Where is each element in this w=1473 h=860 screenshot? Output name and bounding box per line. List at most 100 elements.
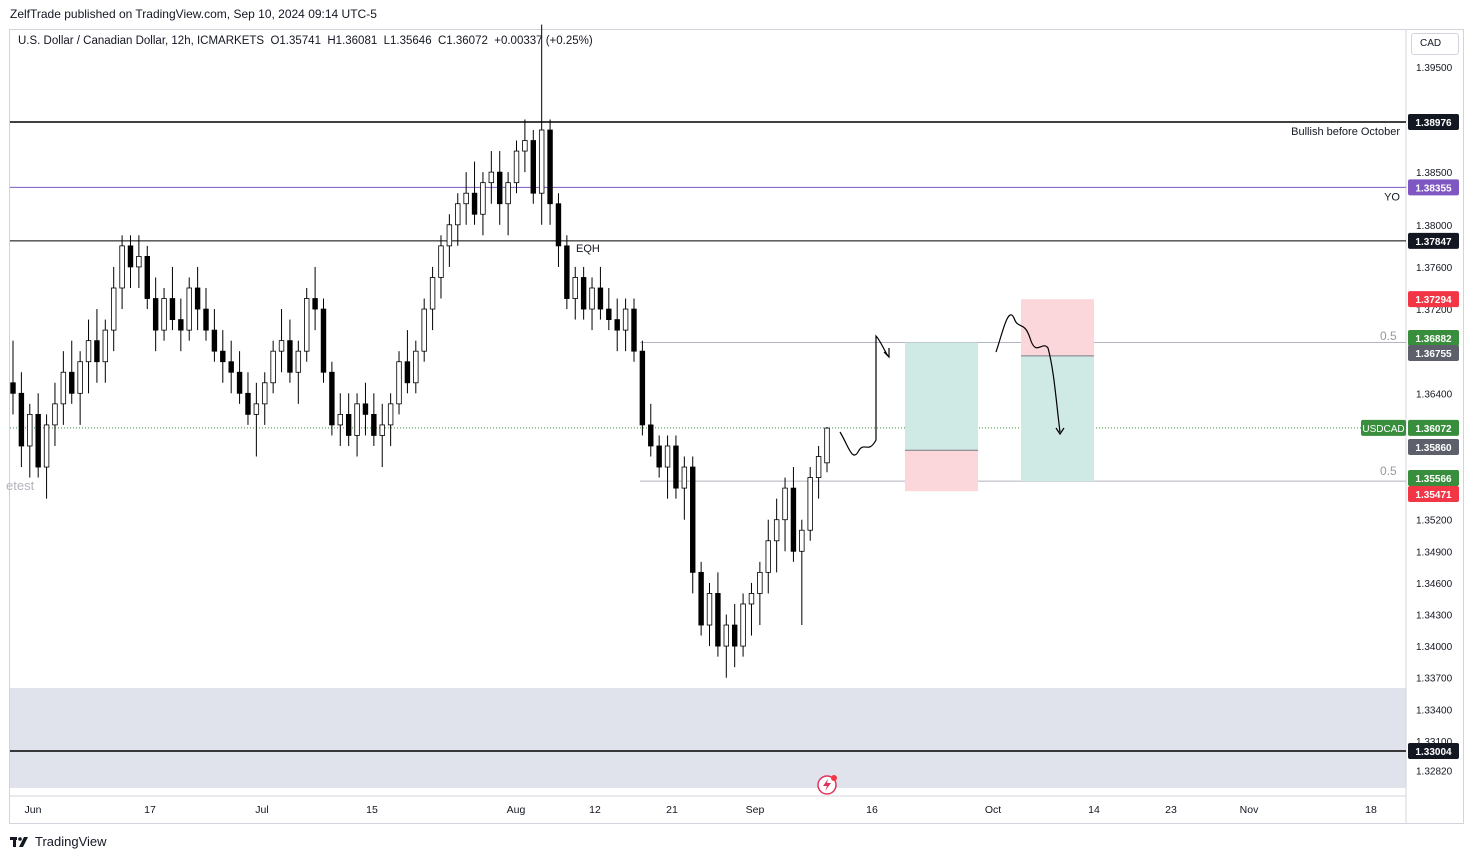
price-tags: 1.38976 1.38355 1.37847 1.37294 1.36882 1.367… — [1361, 114, 1459, 759]
candle-body — [178, 319, 184, 331]
price-tick-label: 1.35200 — [1416, 516, 1453, 527]
candle-body — [505, 182, 511, 205]
candle-body — [438, 245, 444, 278]
tradingview-icon — [10, 836, 28, 847]
price-tag-value: 1.35860 — [1415, 443, 1452, 454]
position-tools[interactable] — [905, 299, 1094, 492]
candle-body — [807, 477, 813, 531]
candle-body — [10, 382, 16, 394]
price-tick-label: 1.32820 — [1416, 766, 1453, 777]
candle-body — [211, 329, 218, 352]
price-tick-label: 1.34000 — [1416, 642, 1453, 653]
candle-body — [295, 350, 302, 373]
candle-body — [731, 624, 738, 647]
time-tick-label: Nov — [1240, 804, 1259, 816]
candle-body — [52, 403, 58, 426]
price-tag-value: 1.35471 — [1415, 490, 1452, 501]
candle-body — [664, 445, 671, 468]
candle-body — [203, 308, 209, 331]
time-axis-ticks: Jun 17 Jul 15 Aug 12 21 Sep 16 Oct 14 23 Nov 18 — [25, 804, 1377, 816]
time-tick-label: 21 — [666, 804, 678, 816]
candle-body — [35, 413, 41, 468]
candle-body — [681, 466, 688, 489]
candle-body — [463, 192, 469, 205]
time-tick-label: Jul — [255, 804, 268, 816]
symbol-tag-label: USDCAD — [1362, 424, 1404, 435]
candle-body — [77, 361, 83, 394]
price-tick-label: 1.34300 — [1416, 610, 1453, 621]
price-tag — [1408, 114, 1459, 130]
candle-body — [236, 371, 243, 394]
candle-body — [43, 424, 50, 468]
candle-body — [782, 487, 788, 521]
price-tag — [1408, 179, 1459, 196]
candle-body — [337, 413, 343, 426]
time-tick-label: 17 — [144, 804, 156, 816]
candle-body — [27, 413, 33, 447]
long-target-zone — [905, 342, 978, 451]
candle-body — [538, 129, 545, 194]
candle-body — [471, 192, 478, 215]
candle-body — [446, 224, 453, 247]
candle-body — [110, 287, 117, 331]
price-tag — [1408, 439, 1459, 455]
candle-body — [564, 245, 570, 299]
candle-body — [673, 445, 679, 489]
price-tag — [1408, 345, 1459, 361]
price-tick-label: 1.39500 — [1416, 63, 1453, 74]
price-tag-value: 1.36755 — [1415, 349, 1452, 360]
candle-body — [790, 487, 797, 552]
candle-body — [312, 298, 318, 310]
candle-body — [555, 203, 562, 247]
candles — [10, 24, 830, 678]
short-stop-zone — [1021, 299, 1094, 356]
time-tick-label: 15 — [366, 804, 378, 816]
candle-body — [639, 350, 646, 426]
candle-body — [228, 361, 234, 373]
candle-body — [413, 350, 419, 384]
price-tag-value: 1.38976 — [1415, 118, 1452, 129]
price-axis-ticks: 1.39500 1.38500 1.38000 1.37600 1.37200 1.364… — [1416, 63, 1453, 778]
candle-body — [387, 403, 394, 426]
price-tag-value: 1.36882 — [1415, 334, 1452, 345]
price-tag-value: 1.38355 — [1415, 183, 1452, 194]
price-tick-label: 1.34600 — [1416, 579, 1453, 590]
price-tag — [1408, 470, 1459, 486]
price-tag-value: 1.33004 — [1415, 747, 1452, 758]
price-tag-value: 1.35566 — [1415, 474, 1452, 485]
candle-body — [606, 308, 612, 320]
candle-body — [547, 129, 553, 205]
price-tick-label: 1.37200 — [1416, 305, 1453, 316]
candle-body — [765, 540, 771, 573]
candle-body — [127, 245, 134, 268]
level-label: Bullish before October — [1291, 126, 1400, 138]
candle-body — [379, 424, 385, 436]
candle-body — [421, 308, 427, 352]
currency-button[interactable]: CAD — [1411, 33, 1459, 55]
candle-body — [799, 529, 805, 552]
candle-body — [530, 140, 536, 194]
candle-body — [740, 603, 746, 647]
candle-body — [572, 277, 578, 299]
time-tick-label: 18 — [1365, 804, 1377, 816]
candle-body — [152, 298, 159, 331]
price-tick-label: 1.33700 — [1416, 674, 1453, 685]
price-tick-label: 1.36400 — [1416, 389, 1453, 400]
candle-body — [396, 361, 402, 405]
price-tick-label: 1.33400 — [1416, 705, 1453, 716]
candle-body — [715, 593, 721, 647]
lightning-icon[interactable] — [817, 775, 837, 795]
candle-body — [480, 182, 486, 215]
time-tick-label: 14 — [1088, 804, 1100, 816]
candle-body — [371, 413, 377, 436]
price-tag — [1408, 419, 1459, 436]
time-tick-label: Jun — [25, 804, 42, 816]
candle-body — [631, 308, 637, 352]
tradingview-logo[interactable]: TradingView — [10, 834, 107, 849]
projection-path-2 — [995, 314, 1065, 436]
time-tick-label: 12 — [589, 804, 601, 816]
candle-body — [94, 340, 100, 363]
candle-body — [522, 140, 528, 152]
candle-body — [648, 424, 654, 447]
